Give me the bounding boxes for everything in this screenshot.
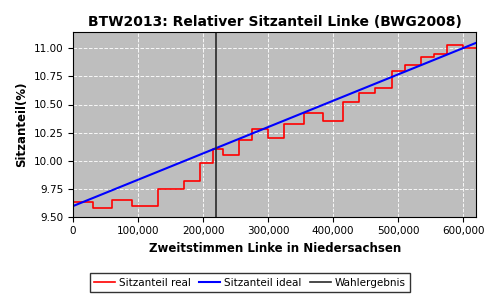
Sitzanteil ideal	[464, 45, 469, 49]
Sitzanteil real	[356, 100, 362, 104]
Sitzanteil real	[154, 187, 160, 190]
Line: Sitzanteil real: Sitzanteil real	[73, 45, 476, 208]
Sitzanteil real	[128, 198, 134, 202]
Sitzanteil real	[210, 161, 216, 165]
Sitzanteil real	[265, 128, 271, 131]
Sitzanteil real	[220, 148, 226, 151]
Sitzanteil real	[340, 100, 346, 104]
Sitzanteil real	[154, 204, 160, 207]
Sitzanteil real	[444, 43, 450, 47]
Sitzanteil real	[418, 63, 424, 67]
Sitzanteil real	[431, 52, 437, 56]
Sitzanteil ideal	[288, 116, 294, 119]
Sitzanteil real	[180, 179, 186, 183]
Sitzanteil real	[109, 206, 115, 209]
Sitzanteil real	[418, 56, 424, 59]
Sitzanteil ideal	[70, 204, 76, 208]
Sitzanteil real	[340, 119, 346, 123]
Sitzanteil real	[90, 206, 96, 209]
Sitzanteil real	[180, 187, 186, 190]
X-axis label: Zweitstimmen Linke in Niedersachsen: Zweitstimmen Linke in Niedersachsen	[148, 242, 401, 255]
Sitzanteil real	[210, 148, 216, 151]
Sitzanteil ideal	[310, 107, 316, 111]
Sitzanteil real	[460, 43, 466, 47]
Sitzanteil real	[372, 92, 378, 95]
Sitzanteil real	[301, 112, 307, 115]
Legend: Sitzanteil real, Sitzanteil ideal, Wahlergebnis: Sitzanteil real, Sitzanteil ideal, Wahle…	[90, 274, 410, 292]
Sitzanteil real	[431, 56, 437, 59]
Sitzanteil real	[356, 92, 362, 95]
Sitzanteil real	[70, 200, 76, 204]
Sitzanteil real	[402, 63, 407, 67]
Sitzanteil ideal	[473, 41, 479, 45]
Sitzanteil real	[197, 179, 203, 183]
Sitzanteil real	[90, 200, 96, 204]
Sitzanteil real	[236, 153, 242, 157]
Sitzanteil real	[372, 86, 378, 89]
Title: BTW2013: Relativer Sitzanteil Linke (BWG2008): BTW2013: Relativer Sitzanteil Linke (BWG…	[88, 15, 462, 29]
Sitzanteil real	[109, 198, 115, 202]
Sitzanteil real	[388, 86, 394, 89]
Sitzanteil real	[320, 112, 326, 115]
Sitzanteil real	[282, 136, 288, 140]
Sitzanteil real	[320, 119, 326, 123]
Sitzanteil real	[282, 122, 288, 125]
Sitzanteil real	[402, 69, 407, 73]
Line: Sitzanteil ideal: Sitzanteil ideal	[73, 43, 476, 206]
Sitzanteil ideal	[400, 70, 406, 74]
Sitzanteil real	[197, 161, 203, 165]
Sitzanteil real	[388, 69, 394, 73]
Sitzanteil real	[249, 128, 255, 131]
Sitzanteil ideal	[262, 127, 268, 130]
Sitzanteil ideal	[264, 126, 270, 129]
Sitzanteil real	[473, 46, 479, 50]
Sitzanteil real	[460, 46, 466, 50]
Sitzanteil real	[301, 122, 307, 125]
Sitzanteil real	[220, 153, 226, 157]
Y-axis label: Sitzanteil(%): Sitzanteil(%)	[15, 81, 28, 167]
Sitzanteil real	[265, 136, 271, 140]
Sitzanteil real	[236, 139, 242, 142]
Sitzanteil real	[444, 52, 450, 56]
Sitzanteil real	[249, 139, 255, 142]
Sitzanteil real	[128, 204, 134, 207]
